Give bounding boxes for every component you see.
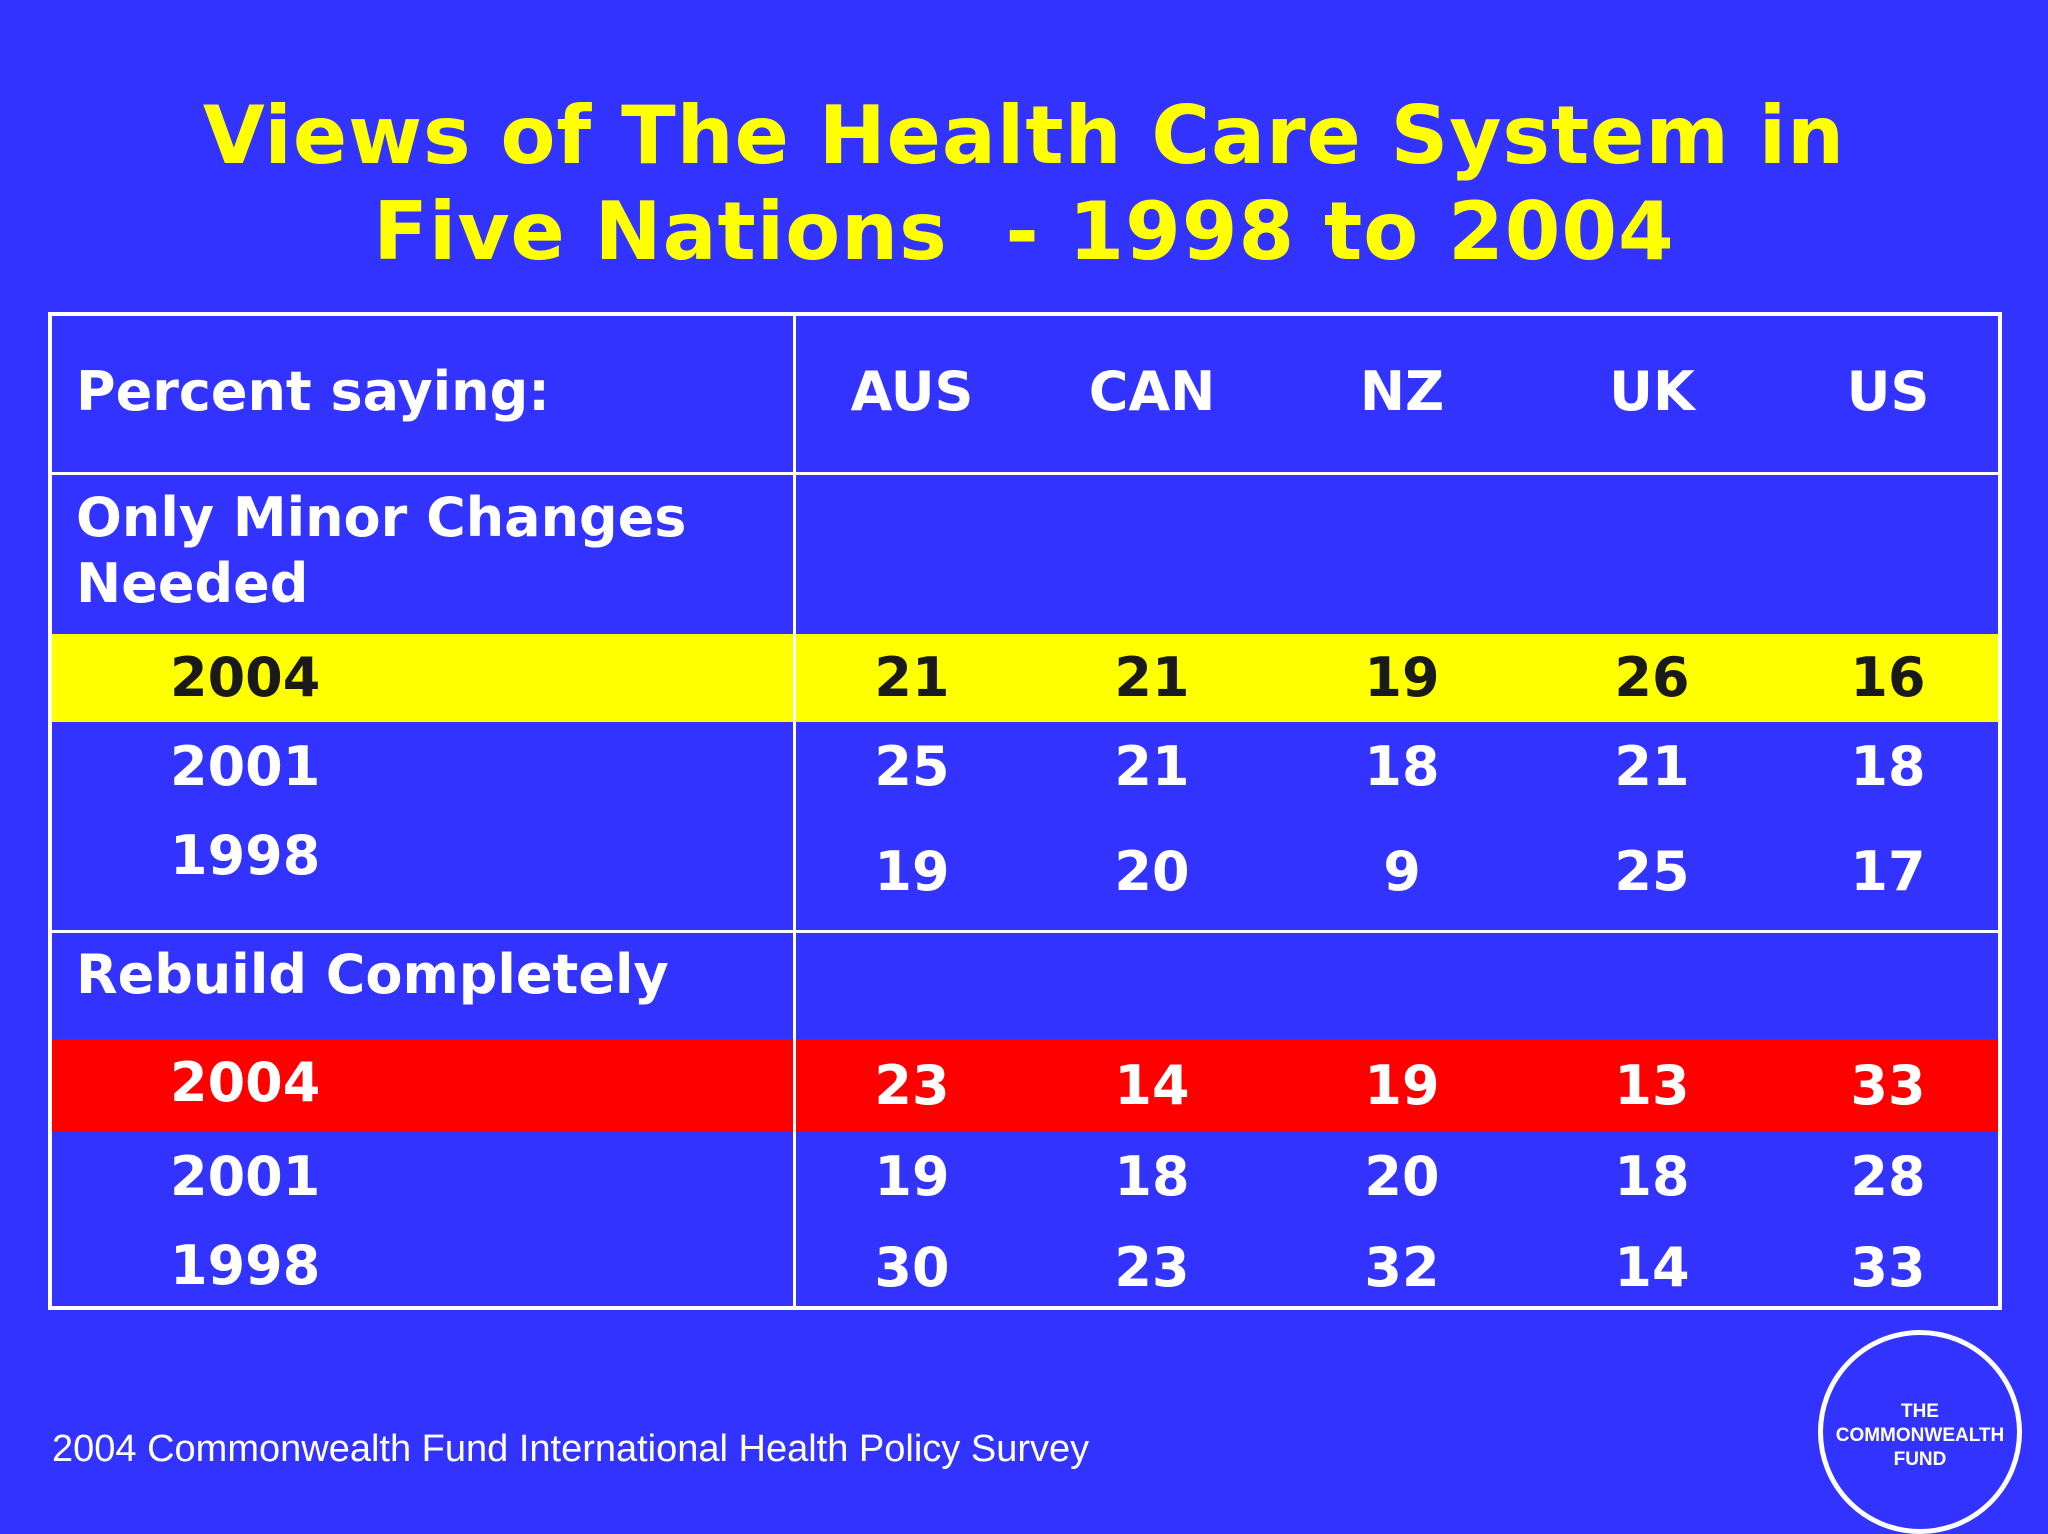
cell-minor-2001-nz: 18 [1364,735,1440,798]
cell-minor-2001-uk: 21 [1614,735,1690,798]
highlight-row-rebuild-2004 [52,1039,1998,1131]
cell-rebuild-1998-can: 23 [1114,1236,1190,1299]
cell-minor-2004-aus: 21 [874,646,950,709]
row-year-rebuild-1998: 1998 [170,1234,321,1297]
column-header-nz: NZ [1359,360,1445,423]
row-year-minor-2004: 2004 [170,646,321,709]
cell-minor-1998-aus: 19 [874,840,950,903]
section-label-minor-line2: Needed [76,552,309,615]
cell-rebuild-2001-nz: 20 [1364,1145,1440,1208]
cell-rebuild-1998-aus: 30 [874,1236,950,1299]
logo-line-2: COMMONWEALTH [1835,1425,2005,1446]
cell-minor-2001-us: 18 [1850,735,1926,798]
cell-minor-2001-can: 21 [1114,735,1190,798]
row-year-minor-1998: 1998 [170,824,321,887]
cell-minor-1998-us: 17 [1850,840,1926,903]
cell-rebuild-2004-uk: 13 [1614,1054,1690,1117]
highlight-row-minor-2004 [52,634,1998,722]
cell-rebuild-1998-nz: 32 [1364,1236,1440,1299]
header-label: Percent saying: [76,360,550,423]
slide-title: Views of The Health Care System in Five … [0,88,2048,280]
header-divider [52,472,1998,475]
cell-rebuild-2001-can: 18 [1114,1145,1190,1208]
cell-rebuild-2001-us: 28 [1850,1145,1926,1208]
title-line-1: Views of The Health Care System in [202,89,1846,182]
cell-rebuild-2001-aus: 19 [874,1145,950,1208]
cell-rebuild-2004-aus: 23 [874,1054,950,1117]
cell-rebuild-2004-can: 14 [1114,1054,1190,1117]
logo-line-3: FUND [1893,1449,1947,1470]
cell-minor-1998-can: 20 [1114,840,1190,903]
column-header-uk: UK [1609,360,1695,423]
cell-rebuild-2004-nz: 19 [1364,1054,1440,1117]
column-header-can: CAN [1088,360,1216,423]
section-divider [52,930,1998,933]
cell-rebuild-2001-uk: 18 [1614,1145,1690,1208]
logo-line-1: THE [1900,1401,1939,1422]
cell-minor-2004-uk: 26 [1614,646,1690,709]
cell-minor-2004-nz: 19 [1364,646,1440,709]
cell-minor-1998-uk: 25 [1614,840,1690,903]
cell-rebuild-1998-us: 33 [1850,1236,1926,1299]
section-label-minor: Only Minor Changes [76,486,687,549]
column-header-us: US [1846,360,1930,423]
cell-minor-2001-aus: 25 [874,735,950,798]
data-table: Percent saying: AUS CAN NZ UK US Only Mi… [48,312,2002,1310]
column-divider [793,316,796,1306]
title-line-2: Five Nations - 1998 to 2004 [373,185,1675,278]
section-label-rebuild: Rebuild Completely [76,943,669,1006]
commonwealth-fund-logo: THE COMMONWEALTH FUND [1818,1330,2022,1534]
row-year-rebuild-2001: 2001 [170,1145,321,1208]
cell-minor-2004-can: 21 [1114,646,1190,709]
cell-rebuild-2004-us: 33 [1850,1054,1926,1117]
column-header-aus: AUS [850,360,974,423]
source-footnote: 2004 Commonwealth Fund International Hea… [52,1428,1090,1470]
cell-minor-1998-nz: 9 [1383,840,1421,903]
cell-rebuild-1998-uk: 14 [1614,1236,1690,1299]
cell-minor-2004-us: 16 [1850,646,1926,709]
row-year-rebuild-2004: 2004 [170,1051,321,1114]
row-year-minor-2001: 2001 [170,735,321,798]
